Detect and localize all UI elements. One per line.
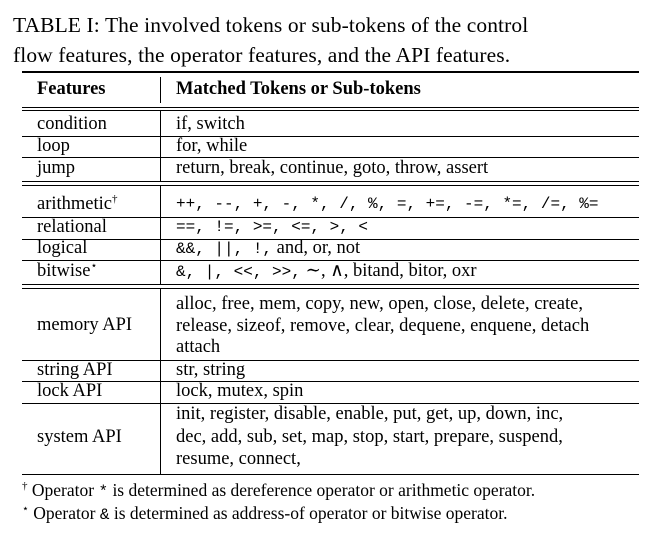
tokens-jump: return, break, continue, goto, throw, as…: [176, 158, 489, 178]
dagger-marker: †: [22, 480, 28, 492]
footnote-dagger: † Operator * is determined as dereferenc…: [22, 480, 535, 503]
footnote-dagger-symbol: *: [98, 483, 109, 501]
tokens-logical: &&, ||, !, and, or, not: [176, 238, 360, 260]
column-separator: [160, 289, 161, 474]
feature-memory-api: memory API: [37, 315, 133, 335]
footnote-star: ⋆ Operator & is determined as address-of…: [22, 503, 507, 526]
header-rule-double: [22, 110, 639, 111]
caption-line-2: flow features, the operator features, an…: [13, 43, 511, 67]
footnote-dagger-after: is determined as dereference operator or…: [108, 480, 536, 500]
feature-arithmetic: arithmetic†: [37, 194, 118, 215]
tokens-relational: ==, !=, >=, <=, >, <: [176, 218, 369, 236]
tokens-logical-symbols: &&, ||, !,: [176, 240, 273, 258]
group-rule-double: [22, 185, 639, 186]
row-rule: [22, 217, 639, 218]
feature-lock-api: lock API: [37, 381, 103, 401]
header-matched-tokens: Matched Tokens or Sub-tokens: [176, 79, 421, 99]
tokens-memory-api-line-2: release, sizeof, remove, clear, dequene,…: [176, 316, 590, 336]
group-rule: [22, 284, 639, 285]
bottom-rule: [22, 474, 639, 475]
row-rule: [22, 360, 639, 361]
tokens-bitwise-symbols: &, |, <<, >>,: [176, 263, 301, 281]
row-rule: [22, 403, 639, 404]
feature-string-api: string API: [37, 360, 113, 380]
feature-jump: jump: [37, 158, 76, 178]
tokens-memory-api-line-3: attach: [176, 337, 221, 357]
row-rule: [22, 136, 639, 137]
row-rule: [22, 381, 639, 382]
tokens-system-api-line-2: dec, add, sub, set, map, stop, start, pr…: [176, 427, 563, 447]
column-separator: [160, 111, 161, 181]
table-caption: TABLE I: The involved tokens or sub-toke…: [13, 10, 653, 70]
feature-arithmetic-label: arithmetic: [37, 194, 112, 214]
tokens-arithmetic: ++, --, +, -, *, /, %, =, +=, -=, *=, /=…: [176, 195, 599, 213]
row-rule: [22, 157, 639, 158]
top-rule: [22, 71, 639, 73]
feature-relational: relational: [37, 217, 107, 237]
feature-logical: logical: [37, 238, 88, 258]
tokens-condition: if, switch: [176, 114, 245, 134]
tokens-system-api-line-3: resume, connect,: [176, 449, 301, 469]
tokens-bitwise-words: ∼, ∧, bitand, bitor, oxr: [300, 261, 477, 281]
column-separator: [160, 186, 161, 284]
tokens-memory-api-line-1: alloc, free, mem, copy, new, open, close…: [176, 294, 583, 314]
header-rule: [22, 107, 639, 108]
tokens-lock-api: lock, mutex, spin: [176, 381, 304, 401]
feature-bitwise: bitwise⋆: [37, 261, 97, 282]
footnote-star-symbol: &: [99, 506, 110, 524]
tokens-logical-words: and, or, not: [272, 238, 361, 258]
feature-bitwise-label: bitwise: [37, 261, 91, 281]
tokens-string-api: str, string: [176, 360, 246, 380]
star-marker: ⋆: [22, 503, 29, 515]
dagger-marker: †: [112, 193, 118, 205]
feature-system-api: system API: [37, 427, 122, 447]
star-marker: ⋆: [90, 260, 98, 272]
column-separator: [160, 77, 161, 103]
tokens-system-api-line-1: init, register, disable, enable, put, ge…: [176, 404, 564, 424]
tokens-loop: for, while: [176, 136, 248, 156]
row-rule: [22, 239, 639, 240]
group-rule: [22, 181, 639, 182]
feature-loop: loop: [37, 136, 70, 156]
caption-line-1: TABLE I: The involved tokens or sub-toke…: [13, 13, 529, 37]
feature-condition: condition: [37, 114, 107, 134]
tokens-bitwise: &, |, <<, >>, ∼, ∧, bitand, bitor, oxr: [176, 261, 477, 283]
group-rule-double: [22, 288, 639, 289]
footnote-dagger-before: Operator: [27, 480, 99, 500]
row-rule: [22, 260, 639, 261]
footnote-star-after: is determined as address-of operator or …: [109, 503, 508, 523]
footnote-star-before: Operator: [28, 503, 100, 523]
header-features: Features: [37, 79, 106, 99]
